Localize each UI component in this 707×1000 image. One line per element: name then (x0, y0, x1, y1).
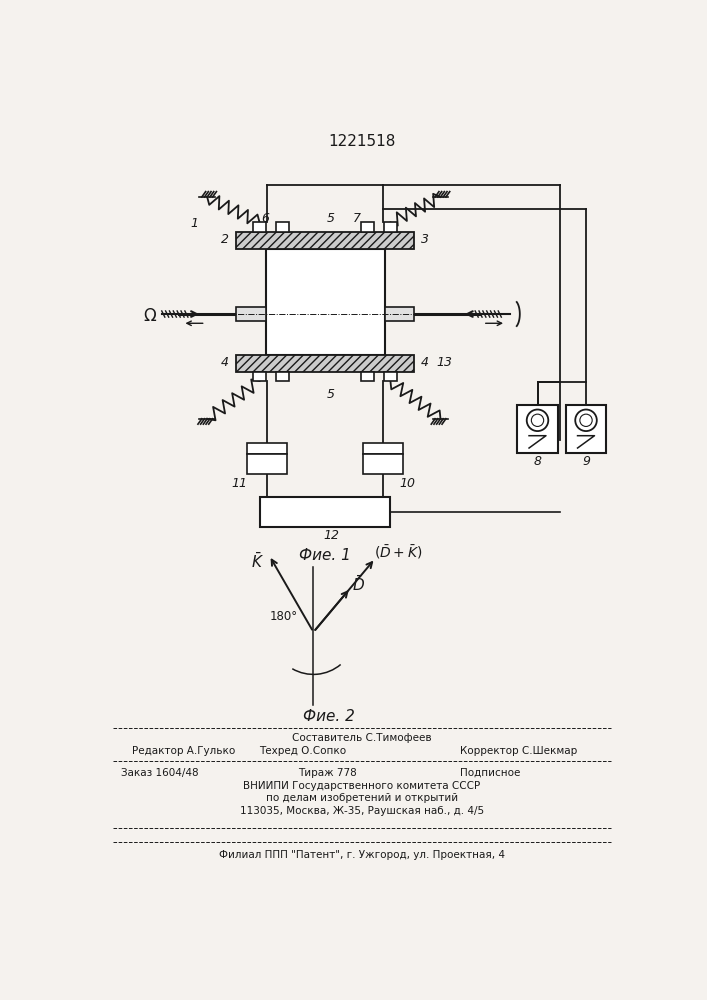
Bar (253, 222, 266, 232)
Bar (266, 249, 385, 355)
Text: 10: 10 (399, 477, 416, 490)
Bar (385, 372, 397, 381)
Bar (385, 307, 414, 321)
Text: 180°: 180° (270, 610, 298, 623)
Bar (385, 222, 397, 232)
Text: $\bar{D}$: $\bar{D}$ (352, 574, 365, 594)
Text: 5: 5 (327, 212, 335, 225)
Text: Составитель С.Тимофеев: Составитель С.Тимофеев (292, 733, 432, 743)
Text: 11: 11 (231, 477, 247, 490)
Text: 7: 7 (354, 212, 361, 225)
Bar (361, 222, 373, 232)
Bar (247, 443, 287, 454)
Text: Филиал ППП "Патент", г. Ужгород, ул. Проектная, 4: Филиал ППП "Патент", г. Ужгород, ул. Про… (219, 850, 505, 860)
Text: 8: 8 (534, 455, 542, 468)
Text: Фие. 1: Фие. 1 (299, 548, 351, 563)
Text: 2: 2 (221, 233, 229, 246)
Text: 5: 5 (327, 388, 335, 401)
Bar (566, 405, 606, 453)
Text: $\bar{K}$: $\bar{K}$ (251, 552, 264, 571)
Text: 13: 13 (436, 356, 452, 369)
Text: 12: 12 (323, 529, 339, 542)
Text: Редактор А.Гулько: Редактор А.Гулько (132, 746, 235, 756)
Bar (236, 355, 414, 372)
Text: 4: 4 (221, 356, 229, 369)
Bar (518, 405, 558, 453)
Bar (253, 372, 266, 381)
Text: 1221518: 1221518 (328, 134, 396, 149)
Text: $(\bar{D}+\bar{K})$: $(\bar{D}+\bar{K})$ (374, 543, 423, 561)
Text: ВНИИПИ Государственного комитета СССР: ВНИИПИ Государственного комитета СССР (243, 781, 481, 791)
Text: Фие. 2: Фие. 2 (303, 709, 355, 724)
Bar (236, 232, 414, 249)
Text: Заказ 1604/48: Заказ 1604/48 (121, 768, 199, 778)
Text: 4: 4 (421, 356, 429, 369)
Text: по делам изобретений и открытий: по делам изобретений и открытий (266, 793, 458, 803)
Bar (363, 454, 403, 474)
Bar (259, 497, 390, 527)
Text: Тираж 778: Тираж 778 (298, 768, 357, 778)
Bar (276, 372, 288, 381)
Text: Техред О.Сопко: Техред О.Сопко (259, 746, 346, 756)
Text: Подписное: Подписное (460, 768, 520, 778)
Text: 1: 1 (190, 217, 198, 230)
Bar (247, 454, 287, 474)
Text: 113035, Москва, Ж-35, Раушская наб., д. 4/5: 113035, Москва, Ж-35, Раушская наб., д. … (240, 806, 484, 816)
Bar (276, 222, 288, 232)
Text: $\mathit{\Omega}$: $\mathit{\Omega}$ (143, 307, 157, 325)
Bar (236, 307, 266, 321)
Text: 9: 9 (582, 455, 590, 468)
Text: 3: 3 (421, 233, 429, 246)
Bar (363, 443, 403, 454)
Text: Корректор С.Шекмар: Корректор С.Шекмар (460, 746, 577, 756)
Bar (361, 372, 373, 381)
Text: 6: 6 (262, 212, 269, 225)
